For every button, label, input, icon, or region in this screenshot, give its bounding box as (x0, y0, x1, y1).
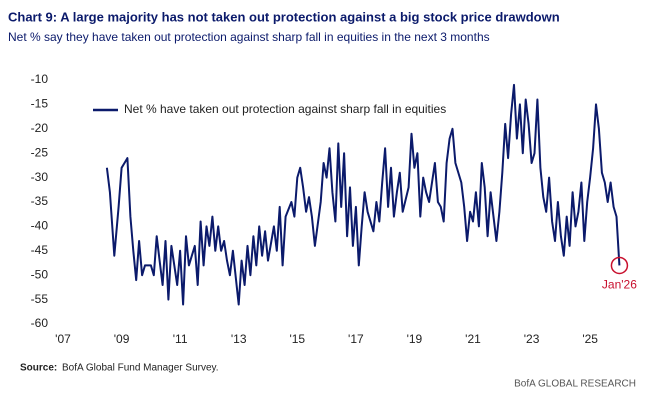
x-tick-label: '17 (348, 332, 364, 346)
y-tick-label: -55 (31, 292, 49, 306)
x-tick-label: '13 (231, 332, 247, 346)
x-tick-label: '11 (173, 332, 188, 346)
x-tick-label: '09 (114, 332, 130, 346)
y-tick-label: -30 (31, 170, 49, 184)
legend-label: Net % have taken out protection against … (124, 102, 446, 116)
source: BofA Global Fund Manager Survey. (62, 363, 219, 374)
source-label: Source: (20, 363, 57, 374)
x-tick-label: '19 (407, 332, 423, 346)
y-tick-label: -15 (31, 97, 49, 111)
x-tick-label: '23 (524, 332, 540, 346)
y-tick-label: -60 (31, 316, 49, 330)
x-tick-label: '15 (289, 332, 305, 346)
y-tick-label: -10 (31, 72, 49, 86)
y-tick-label: -25 (31, 145, 49, 159)
x-tick-label: '07 (55, 332, 71, 346)
series-line (105, 83, 621, 306)
y-tick-label: -50 (31, 267, 49, 281)
y-tick-label: -45 (31, 243, 49, 257)
y-tick-label: -20 (31, 121, 49, 135)
x-tick-label: '21 (465, 332, 481, 346)
y-tick-label: -40 (31, 219, 49, 233)
x-tick-label: '25 (582, 332, 598, 346)
annotation: Jan'26 (602, 278, 637, 292)
annotation-circle (610, 256, 629, 275)
chart-subtitle: Net % say they have taken out protection… (8, 30, 490, 44)
chart-title: Chart 9: A large majority has not taken … (8, 9, 560, 24)
y-tick-label: -35 (31, 194, 49, 208)
footer: BofA GLOBAL RESEARCH (514, 379, 636, 390)
